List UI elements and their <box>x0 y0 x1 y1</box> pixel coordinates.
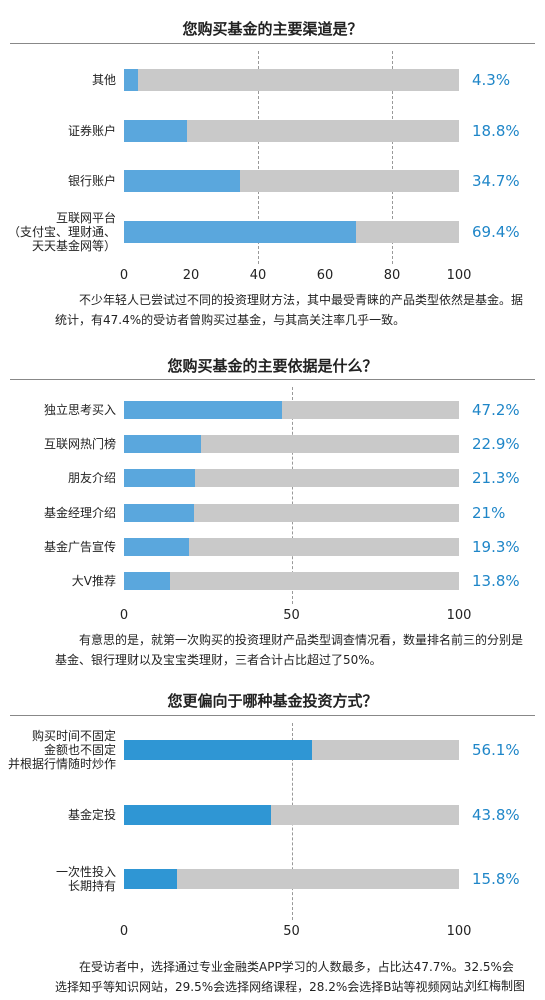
category-label: 朋友介绍 <box>67 471 116 486</box>
bar <box>124 572 171 590</box>
value-label: 4.3% <box>472 71 511 89</box>
bar <box>124 740 312 760</box>
bar-track <box>124 869 459 889</box>
value-label: 34.7% <box>472 172 520 191</box>
bar-track <box>124 503 459 522</box>
grid-line <box>392 51 393 264</box>
category-label: 基金定投 <box>67 807 116 822</box>
bar <box>124 469 196 488</box>
value-label: 21% <box>472 503 506 522</box>
value-label: 18.8% <box>472 121 520 140</box>
bar-track <box>124 572 459 590</box>
bar <box>124 869 177 889</box>
bar <box>124 435 201 454</box>
value-label: 21.3% <box>472 469 520 488</box>
category-label: 证券账户 <box>67 123 116 138</box>
x-tick-label: 60 <box>316 268 334 283</box>
value-label: 15.8% <box>472 870 520 888</box>
grid-line <box>291 387 293 604</box>
bar <box>124 69 139 91</box>
x-tick-label: 0 <box>119 268 129 283</box>
category-label: 购买时间不固定 金额也不固定 并根据行情随时炒作 <box>7 729 116 771</box>
grid-line <box>258 51 259 264</box>
x-tick-label: 80 <box>383 268 401 283</box>
note-text: 不少年轻人已尝试过不同的投资理财方法，其中最受青睐的产品类型依然是基金。据统计，… <box>55 293 524 327</box>
title-rule <box>10 715 535 716</box>
bar-track <box>124 69 459 91</box>
category-label: 其他 <box>91 73 116 87</box>
credit: 刘红梅制图 <box>464 979 525 993</box>
bar-track <box>124 469 459 488</box>
x-tick-label: 100 <box>446 608 472 623</box>
x-tick-label: 0 <box>119 924 129 939</box>
value-label: 19.3% <box>472 537 520 556</box>
title-rule <box>10 379 535 380</box>
x-tick-label: 100 <box>446 924 472 939</box>
note-text: 在受访者中，选择通过专业金融类APP学习的人数最多，占比达47.7%。32.5%… <box>55 960 514 994</box>
chart-title: 您购买基金的主要渠道是？ <box>182 20 363 38</box>
bar-track <box>124 537 459 556</box>
category-label: 一次性投入 长期持有 <box>55 865 116 893</box>
chart-title: 您更偏向于哪种基金投资方式？ <box>167 692 378 710</box>
x-tick-label: 40 <box>249 268 267 283</box>
category-label: 大V推荐 <box>71 574 116 588</box>
x-tick-label: 20 <box>182 268 200 283</box>
bar <box>124 537 189 556</box>
category-label: 互联网平台 （支付宝、理财通、 天天基金网等） <box>7 211 116 254</box>
bar <box>124 503 195 522</box>
value-label: 22.9% <box>472 435 520 454</box>
value-label: 56.1% <box>472 741 520 759</box>
bar <box>124 804 271 825</box>
bar-track <box>124 119 459 142</box>
value-label: 43.8% <box>472 805 520 824</box>
bar-track <box>124 435 459 454</box>
x-tick-label: 50 <box>283 924 300 939</box>
category-label: 基金经理介绍 <box>43 505 116 520</box>
bar <box>124 221 357 244</box>
chart-title: 您购买基金的主要依据是什么？ <box>167 357 378 375</box>
category-label: 独立思考买入 <box>43 403 116 417</box>
bar <box>124 170 241 193</box>
note-text: 有意思的是，就第一次购买的投资理财产品类型调查情况看，数量排名前三的分别是基金、… <box>55 633 524 667</box>
category-label: 银行账户 <box>67 174 116 189</box>
bar <box>124 119 187 142</box>
x-tick-label: 0 <box>119 608 129 623</box>
title-rule <box>10 43 535 44</box>
category-label: 互联网热门榜 <box>43 437 116 452</box>
value-label: 69.4% <box>472 223 520 242</box>
value-label: 13.8% <box>472 572 520 590</box>
bar <box>124 401 283 419</box>
value-label: 47.2% <box>472 401 520 419</box>
x-tick-label: 100 <box>446 268 472 283</box>
category-label: 基金广告宣传 <box>43 539 116 554</box>
x-tick-label: 50 <box>283 608 300 623</box>
